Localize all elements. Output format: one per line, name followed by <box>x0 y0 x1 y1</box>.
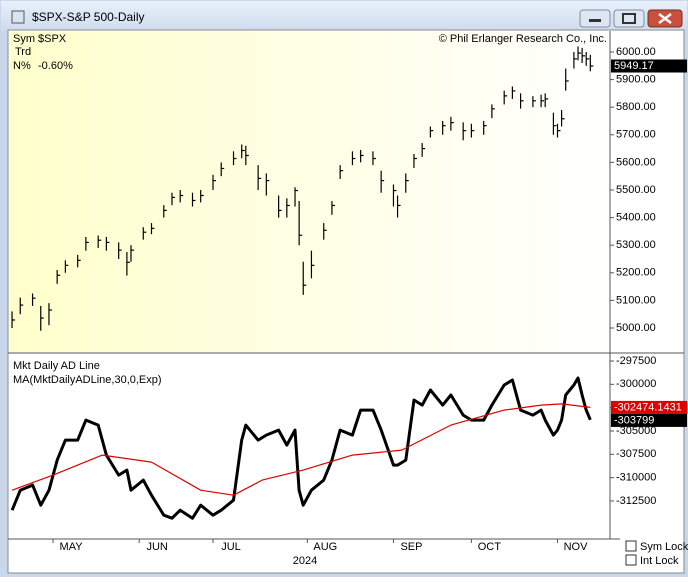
int-lock-checkbox[interactable] <box>625 554 637 566</box>
sym-lock-checkbox[interactable] <box>625 540 637 552</box>
title-bar <box>1 1 687 31</box>
year-label: 2024 <box>293 555 317 567</box>
copyright: © Phil Erlanger Research Co., Inc. <box>439 33 607 45</box>
y-tick-label: 5700.00 <box>616 129 656 141</box>
n-label: N% <box>13 60 31 72</box>
price-pane <box>10 31 610 352</box>
maximize-button[interactable] <box>613 9 645 28</box>
y-tick-label: -312500 <box>616 495 656 507</box>
last-value-box <box>611 413 687 427</box>
last-value-label: 5949.17 <box>614 60 654 72</box>
x-tick-label: JUN <box>146 541 167 553</box>
window-title: $SPX-S&P 500-Daily <box>32 10 145 24</box>
window-icon <box>11 10 25 24</box>
maximize-glyph <box>622 13 636 24</box>
y-tick-label: -297500 <box>616 355 656 367</box>
x-tick-label: SEP <box>400 541 422 553</box>
x-tick-label: MAY <box>60 541 84 553</box>
sym-label: Sym <box>13 33 35 45</box>
y-tick-label: 5000.00 <box>616 322 656 334</box>
close-glyph <box>658 13 672 24</box>
last-value-box <box>611 400 687 414</box>
y-tick-label: 5200.00 <box>616 267 656 279</box>
last-value-box <box>611 59 687 73</box>
y-tick-label: 5100.00 <box>616 294 656 306</box>
y-tick-label: 5800.00 <box>616 101 656 113</box>
y-tick-label: 5300.00 <box>616 239 656 251</box>
y-tick-label: 5400.00 <box>616 211 656 223</box>
y-tick-label: 6000.00 <box>616 46 656 58</box>
n-value: -0.60% <box>38 60 73 72</box>
sym-value: $SPX <box>38 33 67 45</box>
x-tick-label: NOV <box>564 541 589 553</box>
last-value-label: -303799 <box>614 414 654 426</box>
y-tick-label: 5600.00 <box>616 156 656 168</box>
x-tick-label: JUL <box>221 541 241 553</box>
int-lock-label: Int Lock <box>640 555 679 567</box>
series-line <box>11 403 591 496</box>
minimize-button[interactable] <box>579 9 611 28</box>
minimize-glyph <box>589 19 601 22</box>
last-value-label: -302474.1431 <box>614 401 682 413</box>
x-tick-label: AUG <box>313 541 337 553</box>
y-tick-label: -305000 <box>616 425 656 437</box>
sym-lock-label: Sym Lock <box>640 541 688 553</box>
trd-label: Trd <box>15 46 31 58</box>
y-tick-label: -310000 <box>616 472 656 484</box>
y-tick-label: -300000 <box>616 378 656 390</box>
y-tick-label: 5500.00 <box>616 184 656 196</box>
ma-legend: MA(MktDailyADLine,30,0,Exp) <box>13 374 162 386</box>
ad-legend: Mkt Daily AD Line <box>13 360 100 372</box>
y-tick-label: -307500 <box>616 448 656 460</box>
x-tick-label: OCT <box>478 541 502 553</box>
series-line <box>10 376 592 520</box>
y-tick-label: 5900.00 <box>616 73 656 85</box>
